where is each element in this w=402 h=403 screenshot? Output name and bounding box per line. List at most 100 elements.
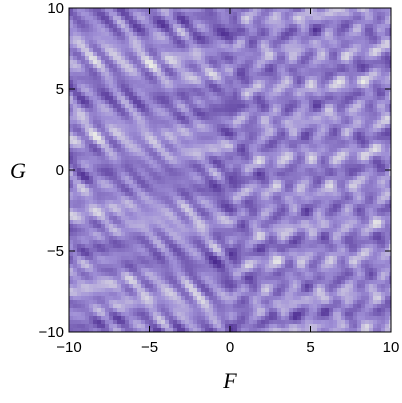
- heatmap-cell: [229, 40, 234, 45]
- heatmap-cell: [169, 76, 174, 81]
- heatmap-cell: [73, 248, 78, 253]
- heatmap-cell: [297, 168, 302, 173]
- heatmap-cell: [377, 156, 382, 161]
- heatmap-cell: [285, 20, 290, 25]
- heatmap-cell: [97, 244, 102, 249]
- heatmap-cell: [277, 236, 282, 241]
- heatmap-cell: [149, 68, 154, 73]
- heatmap-cell: [113, 204, 118, 209]
- heatmap-cell: [373, 88, 378, 93]
- heatmap-cell: [225, 28, 230, 33]
- heatmap-cell: [253, 156, 258, 161]
- heatmap-cell: [89, 72, 94, 77]
- heatmap-cell: [233, 132, 238, 137]
- heatmap-cell: [77, 112, 82, 117]
- heatmap-cell: [173, 84, 178, 89]
- heatmap-cell: [365, 48, 370, 53]
- heatmap-cell: [357, 88, 362, 93]
- heatmap-cell: [181, 32, 186, 37]
- heatmap-cell: [177, 212, 182, 217]
- heatmap-cell: [113, 208, 118, 213]
- heatmap-cell: [85, 156, 90, 161]
- heatmap-cell: [201, 80, 206, 85]
- heatmap-cell: [321, 124, 326, 129]
- heatmap-cell: [345, 108, 350, 113]
- heatmap-cell: [345, 248, 350, 253]
- heatmap-cell: [273, 188, 278, 193]
- heatmap-cell: [361, 76, 366, 81]
- heatmap-cell: [153, 124, 158, 129]
- heatmap-cell: [345, 36, 350, 41]
- heatmap-cell: [373, 40, 378, 45]
- heatmap-cell: [93, 216, 98, 221]
- heatmap-cell: [93, 136, 98, 141]
- heatmap-cell: [113, 172, 118, 177]
- heatmap-cell: [221, 60, 226, 65]
- heatmap-cell: [141, 252, 146, 257]
- heatmap-cell: [133, 48, 138, 53]
- heatmap-cell: [321, 96, 326, 101]
- heatmap-cell: [341, 108, 346, 113]
- heatmap-cell: [149, 140, 154, 145]
- heatmap-cell: [105, 228, 110, 233]
- heatmap-cell: [197, 116, 202, 121]
- heatmap-cell: [217, 244, 222, 249]
- heatmap-cell: [369, 40, 374, 45]
- heatmap-cell: [197, 100, 202, 105]
- heatmap-cell: [117, 56, 122, 61]
- heatmap-cell: [177, 8, 182, 13]
- heatmap-cell: [189, 24, 194, 29]
- heatmap-cell: [317, 92, 322, 97]
- heatmap-cell: [97, 84, 102, 89]
- heatmap-cell: [377, 44, 382, 49]
- heatmap-cell: [381, 88, 386, 93]
- heatmap-cell: [169, 212, 174, 217]
- heatmap-cell: [221, 152, 226, 157]
- heatmap-cell: [225, 8, 230, 13]
- heatmap-cell: [297, 60, 302, 65]
- heatmap-cell: [201, 204, 206, 209]
- heatmap-cell: [305, 248, 310, 253]
- heatmap-cell: [193, 96, 198, 101]
- heatmap-cell: [221, 16, 226, 21]
- heatmap-cell: [293, 224, 298, 229]
- heatmap-cell: [101, 164, 106, 169]
- heatmap-cell: [305, 128, 310, 133]
- heatmap-cell: [93, 244, 98, 249]
- heatmap-cell: [281, 56, 286, 61]
- heatmap-cell: [73, 148, 78, 153]
- heatmap-cell: [109, 240, 114, 245]
- heatmap-cell: [293, 96, 298, 101]
- heatmap-cell: [233, 228, 238, 233]
- heatmap-cell: [101, 112, 106, 117]
- heatmap-cell: [305, 152, 310, 157]
- heatmap-cell: [233, 176, 238, 181]
- heatmap-cell: [365, 108, 370, 113]
- heatmap-cell: [345, 52, 350, 57]
- heatmap-cell: [277, 144, 282, 149]
- heatmap-cell: [233, 44, 238, 49]
- heatmap-cell: [305, 44, 310, 49]
- heatmap-cell: [341, 12, 346, 17]
- heatmap-cell: [89, 252, 94, 257]
- heatmap-cell: [233, 68, 238, 73]
- heatmap-cell: [109, 124, 114, 129]
- heatmap-cell: [85, 164, 90, 169]
- heatmap-cell: [225, 12, 230, 17]
- heatmap-cell: [329, 88, 334, 93]
- heatmap-cell: [273, 112, 278, 117]
- heatmap-cell: [261, 252, 266, 257]
- heatmap-cell: [117, 92, 122, 97]
- heatmap-cell: [105, 148, 110, 153]
- heatmap-cell: [133, 192, 138, 197]
- heatmap-cell: [305, 208, 310, 213]
- heatmap-cell: [193, 244, 198, 249]
- heatmap-cell: [373, 136, 378, 141]
- heatmap-cell: [201, 12, 206, 17]
- heatmap-cell: [145, 48, 150, 53]
- heatmap-cell: [157, 212, 162, 217]
- heatmap-cell: [309, 76, 314, 81]
- heatmap-cell: [85, 108, 90, 113]
- heatmap-cell: [369, 196, 374, 201]
